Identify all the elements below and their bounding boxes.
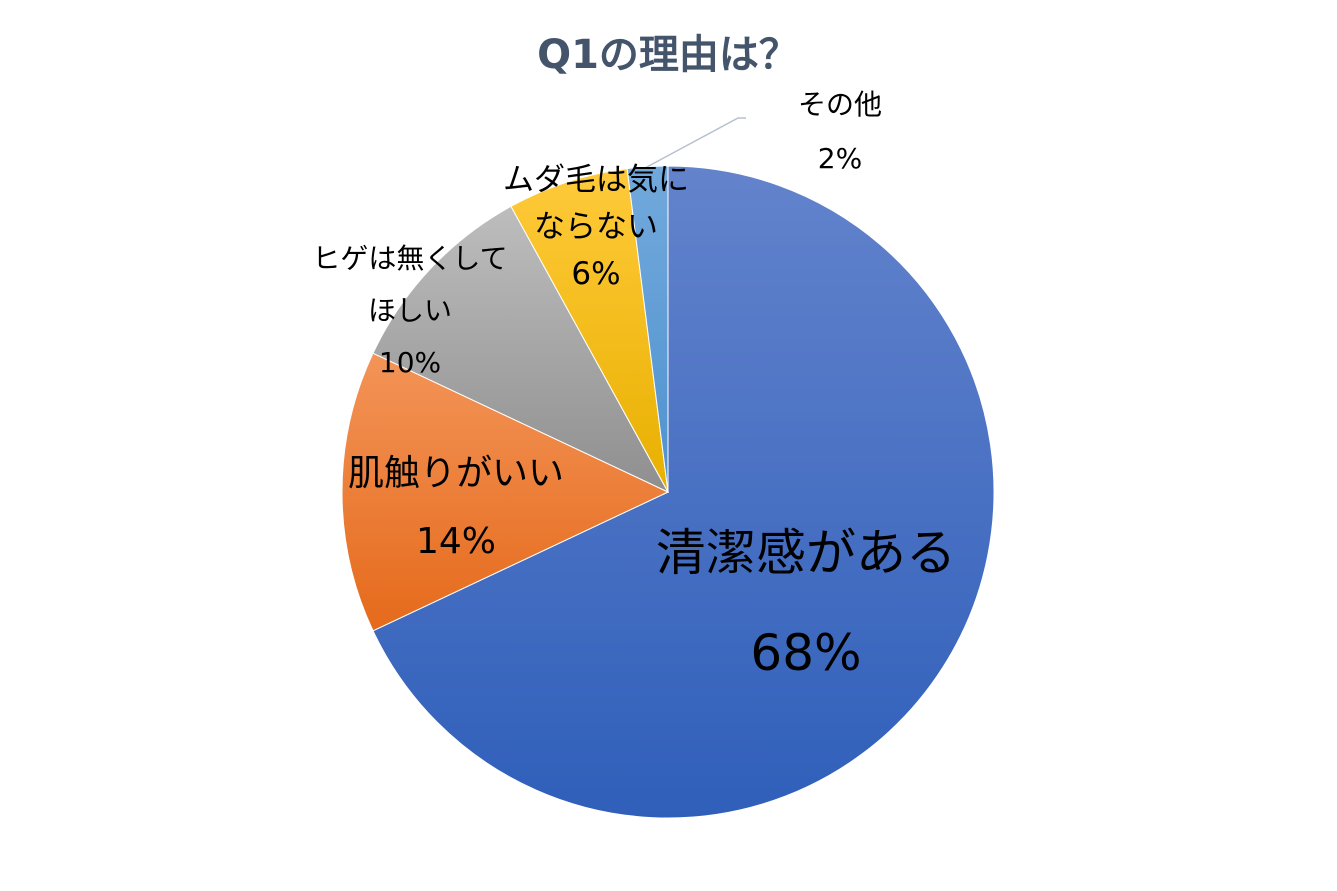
chart-title: Q1の理由は？ [537,32,799,78]
slice-value-3: 10% [379,346,441,379]
slice-label-1: 清潔感がある [656,524,956,582]
slice-label-4: ムダ毛は気に [503,162,689,198]
slice-label-4: ならない [534,209,658,245]
pie-slice-2 [341,352,670,632]
slice-value-2: 14% [416,521,496,562]
slice-value-1: 68% [750,624,861,682]
slice-value-5: 2% [818,142,862,175]
slice-label-5: その他 [798,88,882,121]
slice-label-3: ほしい [368,294,452,327]
leader-line [644,117,746,169]
pie-slice-4 [510,168,669,493]
pie-slices [341,165,995,819]
slice-value-4: 6% [571,256,620,292]
slice-label-3: ヒゲは無くして [312,242,507,275]
pie-slice-1 [372,165,995,819]
slice-label-2: 肌触りがいい [348,453,564,494]
pie-slice-3 [372,205,670,494]
